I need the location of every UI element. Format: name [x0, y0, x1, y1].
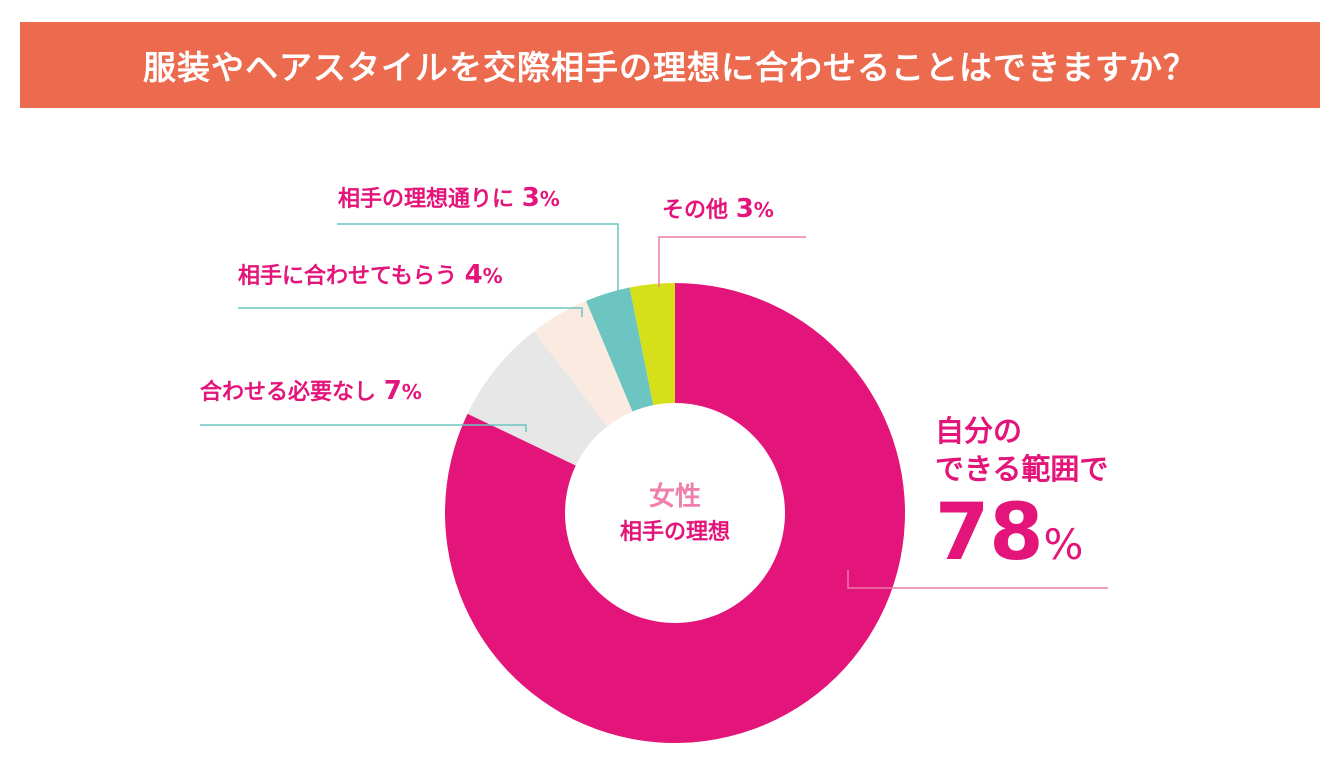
label-other-unit: %	[753, 198, 774, 222]
leader-line-notneeded	[200, 424, 527, 432]
label-main-unit: %	[1043, 520, 1084, 569]
label-ideal-unit: %	[539, 187, 560, 211]
label-notneeded-value: 7	[383, 376, 402, 406]
label-main: 自分の できる範囲で	[935, 412, 1108, 488]
label-ideal: 相手の理想通りに 3%	[338, 181, 560, 213]
label-fitme-text: 相手に合わせてもらう	[238, 264, 457, 289]
slice-notneeded	[467, 331, 608, 466]
label-fitme: 相手に合わせてもらう 4%	[238, 258, 503, 290]
center-label-subject: 相手の理想	[619, 520, 730, 545]
label-fitme-unit: %	[482, 264, 503, 288]
label-main-value: 78%	[935, 488, 1083, 590]
leader-line-ideal	[337, 223, 619, 292]
chart-title: 服装やヘアスタイルを交際相手の理想に合わせることはできますか？	[143, 48, 1197, 87]
label-notneeded: 合わせる必要なし 7%	[200, 374, 422, 406]
label-main-line1: 自分の	[935, 414, 1023, 448]
label-other: その他 3%	[662, 192, 774, 224]
leader-line-other	[658, 236, 806, 287]
label-notneeded-unit: %	[401, 380, 422, 404]
label-other-text: その他	[662, 198, 729, 223]
label-ideal-text: 相手の理想通りに	[338, 187, 515, 212]
title-bar: 服装やヘアスタイルを交際相手の理想に合わせることはできますか？	[20, 22, 1320, 108]
slice-fitme	[533, 300, 633, 427]
label-main-line2: できる範囲で	[935, 452, 1109, 486]
label-ideal-value: 3	[521, 183, 540, 213]
slice-other	[629, 283, 675, 406]
leader-line-main	[847, 570, 1108, 589]
label-fitme-value: 4	[464, 260, 483, 290]
leader-line-fitme	[238, 307, 583, 317]
slice-ideal	[586, 287, 654, 412]
label-notneeded-text: 合わせる必要なし	[200, 380, 377, 405]
center-label-gender: 女性	[648, 482, 701, 512]
slice-main	[445, 283, 906, 743]
label-other-value: 3	[735, 194, 754, 224]
label-main-number: 78	[935, 488, 1044, 578]
